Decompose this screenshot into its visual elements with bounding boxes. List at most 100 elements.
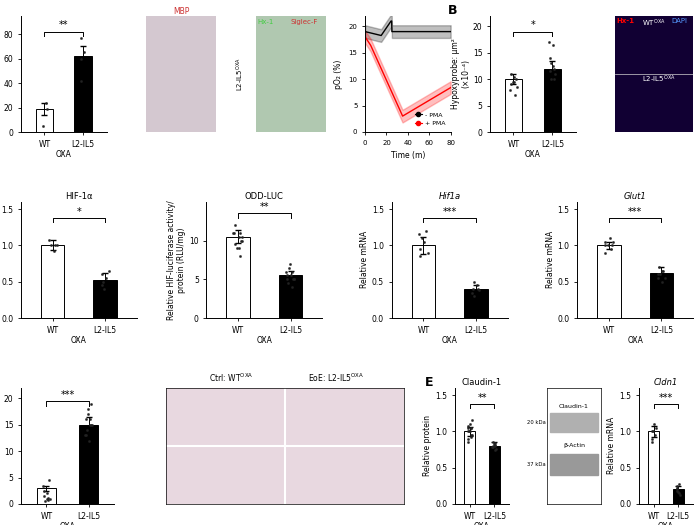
Point	[474, 286, 485, 295]
Bar	[79, 425, 99, 504]
Text: WT$^{\mathrm{OXA}}$: WT$^{\mathrm{OXA}}$	[643, 18, 666, 29]
Text: 20 kDa: 20 kDa	[527, 420, 546, 425]
Bar	[673, 489, 684, 504]
Y-axis label: pO₂ (%): pO₂ (%)	[334, 59, 343, 89]
Point	[41, 98, 52, 107]
Point	[38, 487, 50, 495]
Text: EoE: L2-IL5$^{\mathrm{OXA}}$: EoE: L2-IL5$^{\mathrm{OXA}}$	[309, 372, 365, 384]
Point	[83, 436, 94, 445]
Point	[647, 434, 658, 443]
Point	[49, 241, 60, 249]
Text: E: E	[426, 376, 434, 389]
Bar	[36, 109, 53, 132]
Point	[414, 245, 426, 253]
Point	[511, 83, 522, 91]
Point	[101, 274, 112, 282]
Point	[84, 421, 95, 429]
Title: MBP: MBP	[173, 7, 189, 16]
X-axis label: OXA: OXA	[60, 522, 76, 525]
Point	[416, 234, 428, 242]
Point	[600, 241, 611, 249]
Point	[237, 233, 248, 241]
Title: ODD-LUC: ODD-LUC	[245, 192, 284, 201]
Point	[80, 431, 92, 439]
Point	[281, 271, 293, 280]
Point	[286, 267, 297, 276]
Point	[80, 415, 92, 424]
Point	[544, 54, 555, 62]
Point	[599, 237, 610, 246]
Point	[602, 241, 613, 249]
Point	[507, 78, 518, 86]
Point	[82, 410, 93, 418]
Point	[78, 48, 90, 57]
Text: **: **	[59, 20, 69, 30]
Point	[648, 420, 659, 428]
Point	[467, 285, 478, 293]
Point	[466, 416, 477, 425]
X-axis label: OXA: OXA	[71, 336, 87, 345]
Point	[657, 267, 668, 275]
Point	[288, 275, 300, 284]
Point	[489, 445, 500, 454]
Point	[548, 65, 559, 73]
Text: *: *	[531, 20, 536, 30]
Point	[286, 271, 297, 280]
Point	[38, 122, 49, 130]
Point	[543, 38, 554, 46]
Text: **: **	[260, 202, 269, 212]
Point	[42, 104, 53, 113]
Y-axis label: Relative protein: Relative protein	[424, 415, 433, 476]
X-axis label: OXA: OXA	[474, 522, 490, 525]
Point	[96, 281, 107, 289]
Bar	[648, 432, 659, 504]
Point	[414, 252, 426, 260]
Point	[673, 488, 684, 497]
Point	[234, 252, 246, 260]
Point	[469, 278, 480, 286]
Point	[607, 241, 618, 249]
Bar	[597, 245, 621, 318]
Point	[545, 59, 557, 68]
Point	[608, 237, 619, 246]
Point	[466, 431, 477, 439]
Text: *: *	[76, 206, 81, 217]
Point	[657, 267, 668, 275]
Point	[653, 263, 664, 271]
Bar	[37, 488, 56, 504]
Text: ***: ***	[628, 206, 642, 217]
Point	[236, 236, 247, 245]
Point	[490, 441, 501, 449]
Point	[237, 236, 248, 245]
Point	[462, 438, 473, 446]
Point	[41, 489, 52, 498]
Point	[462, 424, 473, 432]
X-axis label: OXA: OXA	[658, 522, 674, 525]
Point	[43, 494, 54, 502]
Point	[647, 427, 658, 436]
Point	[281, 267, 292, 276]
Point	[86, 421, 97, 429]
Point	[43, 235, 55, 244]
Text: **: **	[477, 393, 486, 403]
Point	[43, 496, 54, 504]
Point	[672, 484, 683, 492]
Text: Hx-1: Hx-1	[258, 19, 274, 25]
Point	[83, 405, 94, 413]
Title: Cldn1: Cldn1	[654, 378, 678, 387]
Y-axis label: Relative mRNA: Relative mRNA	[545, 231, 554, 289]
Point	[600, 248, 611, 257]
Point	[97, 278, 108, 286]
Point	[652, 270, 664, 279]
Y-axis label: Relative HIF-luciferase activity/
protein (RLU/mg): Relative HIF-luciferase activity/ protei…	[167, 200, 186, 320]
Point	[466, 433, 477, 442]
Point	[646, 438, 657, 446]
Point	[231, 244, 242, 253]
Point	[463, 427, 475, 436]
Point	[233, 233, 244, 241]
Point	[648, 427, 659, 436]
Point	[505, 80, 517, 89]
Point	[51, 241, 62, 249]
Point	[510, 91, 521, 99]
Bar	[279, 276, 302, 318]
